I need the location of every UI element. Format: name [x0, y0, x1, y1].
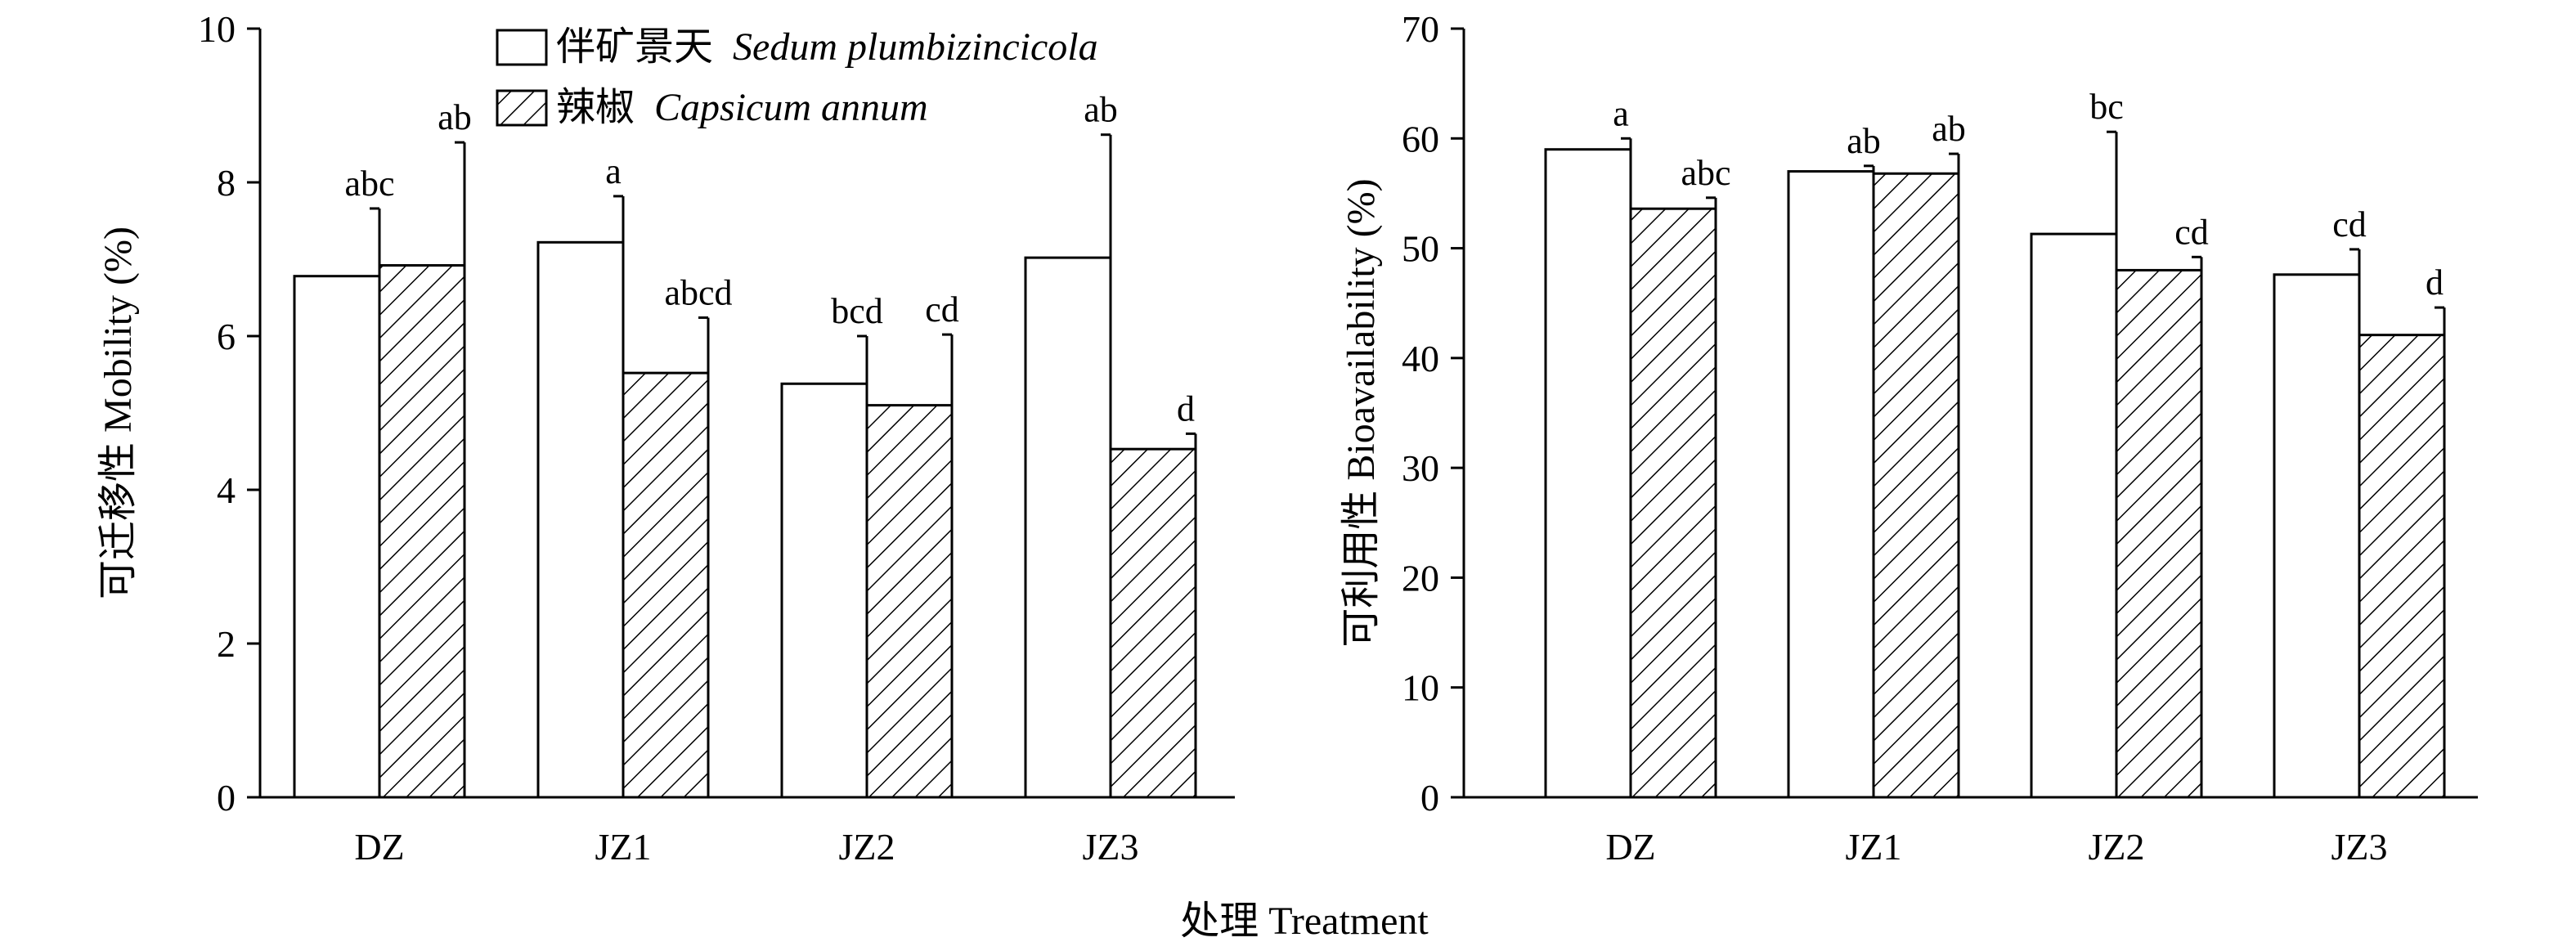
- mobility-y-tick-label: 0: [217, 777, 236, 819]
- mobility-y-axis-label: 可迁移性 Mobility (%): [96, 227, 140, 599]
- bioavailability-category-label: DZ: [1605, 826, 1655, 868]
- bioavailability-category-label: JZ3: [2331, 826, 2388, 868]
- mobility-category-label: JZ2: [839, 826, 895, 868]
- bioavailability-bar-JZ3-capsicum: [2358, 334, 2446, 799]
- mobility-category-label: JZ1: [595, 826, 652, 868]
- legend-entry-sedum: 伴矿景天 Sedum plumbizincicola: [556, 25, 1098, 69]
- mobility-significance-label: ab: [1084, 90, 1118, 130]
- bioavailability-bar-JZ2-capsicum: [2115, 268, 2203, 799]
- mobility-y-tick-label: 8: [217, 162, 236, 204]
- bioavailability-significance-label: ab: [1847, 121, 1881, 161]
- bioavailability-category-label: JZ2: [2089, 826, 2145, 868]
- bioavailability-bar-DZ-capsicum: [1629, 207, 1717, 799]
- legend-swatch-capsicum: [496, 89, 548, 127]
- mobility-y-tick-label: 10: [198, 8, 236, 50]
- x-axis-label: 处理 Treatment: [1180, 899, 1429, 943]
- bioavailability-chart: 0 10 20 30 40 50 60 70 可利用性 Bioavailability (%) a…: [1340, 8, 2478, 868]
- mobility-bar-JZ2-sedum: [780, 382, 868, 799]
- mobility-bar-DZ-capsicum: [378, 264, 466, 799]
- mobility-category-label: DZ: [354, 826, 404, 868]
- bioavailability-y-tick-label: 0: [1420, 777, 1439, 819]
- bioavailability-significance-label: abc: [1681, 153, 1730, 193]
- bioavailability-significance-label: cd: [2174, 212, 2209, 252]
- mobility-y-tick-label: 4: [217, 469, 236, 511]
- legend-swatch-sedum: [496, 29, 548, 66]
- bioavailability-significance-label: bc: [2089, 87, 2124, 127]
- mobility-bar-DZ-sedum: [293, 275, 381, 799]
- mobility-bar-JZ3-sedum: [1024, 256, 1112, 799]
- mobility-bar-JZ3-capsicum: [1109, 447, 1197, 799]
- legend-sedum-cn: 伴矿景天: [556, 25, 713, 69]
- legend-capsicum-cn: 辣椒: [556, 86, 635, 129]
- bioavailability-y-tick-label: 40: [1402, 338, 1439, 379]
- legend: 伴矿景天 Sedum plumbizincicola 辣椒 Capsicum a…: [496, 25, 1098, 129]
- bioavailability-bar-JZ2-sedum: [2030, 232, 2118, 799]
- bioavailability-y-tick-label: 70: [1402, 8, 1439, 50]
- mobility-category-label: JZ3: [1083, 826, 1139, 868]
- mobility-y-tick-label: 2: [217, 623, 236, 665]
- bioavailability-significance-label: cd: [2332, 204, 2367, 244]
- bioavailability-significance-label: a: [1613, 93, 1629, 133]
- mobility-bar-JZ1-sedum: [536, 240, 625, 799]
- bioavailability-category-label: JZ1: [1846, 826, 1902, 868]
- bioavailability-bar-JZ1-capsicum: [1872, 172, 1960, 799]
- bioavailability-y-tick-label: 10: [1402, 667, 1439, 709]
- bioavailability-significance-label: ab: [1932, 109, 1966, 149]
- mobility-significance-label: d: [1177, 388, 1195, 428]
- bioavailability-y-tick-label: 60: [1402, 118, 1439, 159]
- mobility-significance-label: abc: [344, 164, 394, 204]
- mobility-significance-label: a: [605, 151, 622, 191]
- legend-capsicum-latin: Capsicum annum: [654, 86, 928, 129]
- mobility-significance-label: bcd: [831, 291, 883, 331]
- mobility-significance-label: ab: [438, 97, 472, 137]
- mobility-bar-JZ1-capsicum: [622, 371, 710, 799]
- legend-sedum-latin: Sedum plumbizincicola: [733, 25, 1098, 69]
- legend-entry-capsicum: 辣椒 Capsicum annum: [556, 86, 928, 129]
- mobility-significance-label: cd: [925, 289, 959, 330]
- bioavailability-y-tick-label: 20: [1402, 557, 1439, 599]
- bioavailability-bar-JZ3-sedum: [2273, 273, 2361, 799]
- bioavailability-significance-label: d: [2426, 262, 2444, 303]
- bioavailability-bar-JZ1-sedum: [1787, 170, 1875, 799]
- bioavailability-bar-DZ-sedum: [1544, 148, 1632, 799]
- mobility-significance-label: abcd: [664, 272, 732, 312]
- mobility-bar-JZ2-capsicum: [865, 404, 954, 799]
- bioavailability-y-tick-label: 30: [1402, 447, 1439, 489]
- bioavailability-y-tick-label: 50: [1402, 228, 1439, 270]
- bioavailability-y-axis-label: 可利用性 Bioavailability (%): [1340, 178, 1383, 647]
- mobility-y-tick-label: 6: [217, 316, 236, 357]
